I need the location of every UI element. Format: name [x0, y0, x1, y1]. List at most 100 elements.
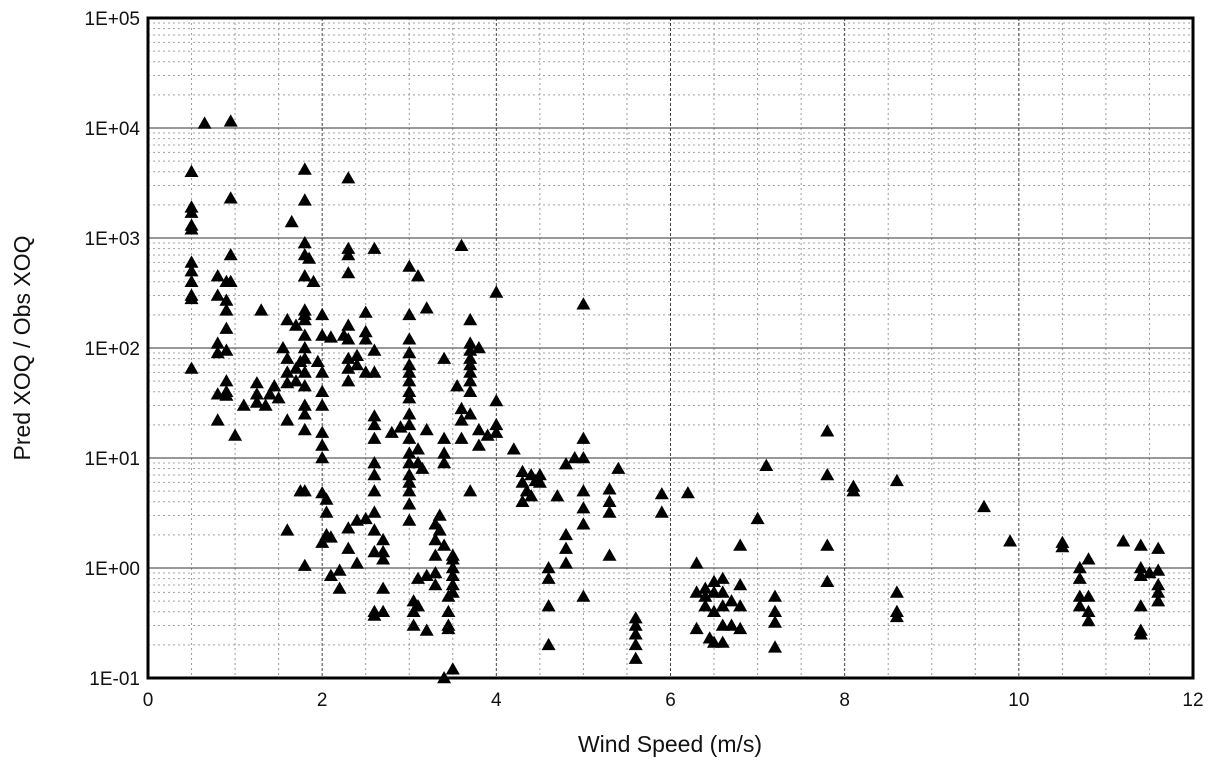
data-point — [846, 484, 861, 497]
data-point — [437, 351, 452, 364]
data-point — [1151, 585, 1166, 598]
data-point — [1072, 561, 1087, 574]
x-tick-label: 2 — [317, 690, 328, 711]
data-point — [402, 475, 417, 488]
data-point — [820, 468, 835, 481]
data-point — [680, 486, 695, 499]
data-point — [367, 431, 382, 444]
data-point — [532, 468, 547, 481]
data-point — [1055, 540, 1070, 553]
data-point — [254, 303, 269, 316]
data-point — [1133, 627, 1148, 640]
data-point — [367, 343, 382, 356]
data-point — [297, 484, 312, 497]
data-point — [602, 548, 617, 561]
data-point — [367, 417, 382, 431]
y-tick-label: 1E-01 — [89, 669, 140, 690]
data-point — [310, 354, 325, 367]
data-point — [576, 517, 591, 530]
data-point — [611, 461, 626, 474]
data-point — [1151, 541, 1166, 554]
data-point — [750, 511, 765, 525]
data-point — [576, 451, 591, 464]
data-point — [402, 307, 417, 321]
data-point — [219, 274, 234, 287]
data-point — [698, 581, 713, 594]
y-tick-label: 1E+04 — [85, 119, 141, 140]
data-point — [367, 523, 382, 536]
data-point — [306, 274, 321, 287]
y-tick-label: 1E+05 — [85, 9, 140, 30]
data-point — [319, 492, 334, 505]
data-point — [1133, 599, 1148, 612]
data-point — [384, 425, 399, 438]
data-point — [302, 251, 317, 264]
data-point — [219, 293, 234, 306]
data-point — [341, 241, 356, 254]
data-point — [280, 312, 295, 326]
data-point — [602, 505, 617, 518]
data-point — [219, 374, 234, 387]
data-point — [402, 497, 417, 510]
data-point — [432, 523, 447, 536]
data-point — [724, 594, 739, 607]
data-point — [367, 409, 382, 422]
data-point — [402, 384, 417, 397]
data-point — [450, 379, 465, 392]
data-point — [297, 351, 312, 364]
data-point — [315, 451, 330, 464]
data-point — [271, 391, 286, 404]
data-point — [515, 475, 530, 488]
data-point — [889, 473, 904, 487]
y-tick-label: 1E+00 — [85, 559, 140, 580]
data-point — [428, 548, 443, 561]
data-point — [419, 623, 434, 636]
data-points — [184, 114, 1166, 684]
data-point — [284, 214, 299, 228]
data-point — [223, 191, 238, 204]
data-point — [411, 599, 425, 612]
data-point — [319, 505, 334, 518]
y-tick-label: 1E+03 — [85, 229, 140, 250]
x-tick-label: 12 — [1182, 690, 1203, 711]
data-point — [402, 484, 417, 497]
data-point — [1151, 578, 1166, 591]
data-point — [820, 574, 835, 587]
data-point — [463, 336, 478, 349]
data-point — [402, 417, 417, 431]
data-point — [1081, 614, 1096, 627]
data-point — [402, 332, 417, 345]
data-point — [184, 205, 199, 218]
data-point — [376, 552, 391, 565]
data-point — [550, 489, 565, 502]
data-point — [358, 511, 373, 525]
data-point — [463, 384, 478, 397]
data-point — [559, 556, 573, 569]
data-point — [445, 568, 460, 581]
data-point — [367, 456, 382, 469]
data-point — [297, 341, 312, 354]
x-tick-label: 8 — [839, 690, 850, 711]
data-point — [210, 288, 225, 301]
data-point — [289, 374, 303, 387]
data-point — [463, 374, 478, 387]
data-point — [297, 269, 312, 282]
y-axis-ticks: 1E-01 1E+00 1E+01 1E+02 1E+03 1E+04 1E+05 — [85, 9, 141, 690]
data-point — [184, 264, 199, 277]
data-point — [441, 604, 456, 617]
data-point — [341, 374, 356, 387]
data-point — [768, 615, 782, 628]
data-point — [489, 417, 504, 431]
data-point — [315, 307, 330, 321]
data-point — [289, 361, 303, 374]
data-point — [332, 563, 347, 576]
data-point — [437, 538, 452, 551]
data-point — [411, 269, 425, 282]
data-point — [489, 285, 504, 298]
data-point — [977, 499, 991, 513]
data-point — [454, 401, 469, 415]
data-point — [628, 618, 643, 631]
data-point — [1081, 552, 1096, 565]
data-point — [402, 259, 417, 272]
